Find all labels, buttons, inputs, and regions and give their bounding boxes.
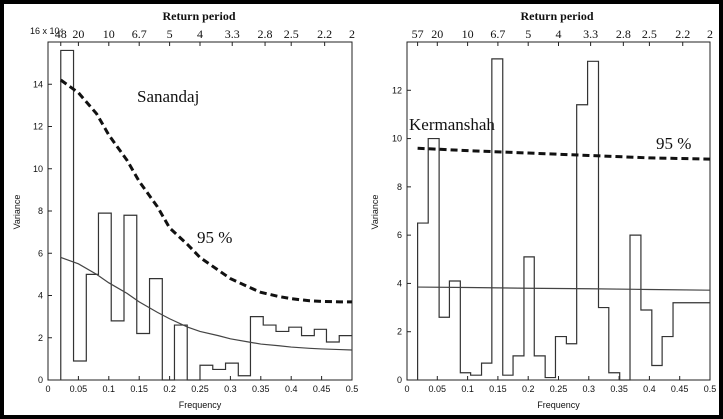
spectral-charts: 0 0.05 0.1 0.15 0.2 0.25 0.3 0.35 0.4 0.45 0.50246… <box>12 9 717 410</box>
x-tick-label: 0.2 <box>522 384 535 394</box>
figure: 0 0.05 0.1 0.15 0.2 0.25 0.3 0.35 0.4 0.45 0.5 0 2 4 6… <box>4 4 719 415</box>
top-tick-label: 3.3 <box>583 27 598 41</box>
x-tick-label: 0 <box>404 384 409 394</box>
x-tick-label: 0.15 <box>489 384 507 394</box>
y-axis-label: Variance <box>370 195 380 230</box>
x-tick-label: 0.35 <box>610 384 628 394</box>
top-tick-label: 4 <box>556 27 562 41</box>
y-tick-label: 8 <box>38 206 43 216</box>
top-tick-label: 48 <box>55 27 67 41</box>
top-tick-label: 2.8 <box>616 27 631 41</box>
y-axis-label: Variance <box>12 195 22 230</box>
top-tick-label: 2.5 <box>642 27 657 41</box>
x-tick-label: 0.4 <box>285 384 298 394</box>
chart-panel-2: 0 0.05 0.1 0.15 0.2 0.25 0.3 0.35 0.4 0.45 0.5 0 2 4 6… <box>370 9 717 410</box>
y-tick-label: 0 <box>38 375 43 385</box>
y-tick-label: 8 <box>397 182 402 192</box>
y-tick-label: 4 <box>397 278 402 288</box>
panel-label: Kermanshah <box>409 115 495 134</box>
top-tick-label: 10 <box>462 27 474 41</box>
top-tick-label: 20 <box>431 27 443 41</box>
x-tick-label: 0.05 <box>70 384 88 394</box>
top-tick-label: 3.3 <box>225 27 240 41</box>
x-tick-label: 0 <box>45 384 50 394</box>
top-axis-title: Return period <box>163 9 236 23</box>
x-tick-label: 0.05 <box>429 384 447 394</box>
top-tick-label: 5 <box>167 27 173 41</box>
y-tick-label: 12 <box>33 122 43 132</box>
plot-frame <box>47 41 353 381</box>
x-axis-label: Frequency <box>179 400 222 410</box>
y-tick-label: 2 <box>397 327 402 337</box>
top-tick-label: 57 <box>412 27 424 41</box>
confidence-label: 95 % <box>656 134 691 153</box>
top-tick-label: 20 <box>72 27 84 41</box>
y-tick-label: 4 <box>38 291 43 301</box>
top-tick-label: 6.7 <box>490 27 505 41</box>
y-scale-label: 16 x 10⁴ <box>30 26 64 36</box>
background-spectrum-line <box>417 286 711 291</box>
y-tick-label: 6 <box>38 248 43 258</box>
plot-frame <box>406 41 711 381</box>
x-tick-label: 0.45 <box>313 384 331 394</box>
y-tick-label: 14 <box>33 79 43 89</box>
y-tick-label: 12 <box>392 85 402 95</box>
x-tick-label: 0.3 <box>583 384 596 394</box>
y-tick-label: 2 <box>38 333 43 343</box>
y-tick-label: 0 <box>397 375 402 385</box>
x-tick-label: 0.15 <box>130 384 148 394</box>
top-tick-label: 2.5 <box>284 27 299 41</box>
spectrum-steps <box>60 49 352 381</box>
top-axis-title: Return period <box>521 9 594 23</box>
top-tick-label: 5 <box>525 27 531 41</box>
chart-panel-1: 0 0.05 0.1 0.15 0.2 0.25 0.3 0.35 0.4 0.45 0.5 0 2 4 6… <box>12 9 358 410</box>
top-tick-label: 2 <box>349 27 355 41</box>
y-tick-label: 10 <box>33 164 43 174</box>
top-tick-label: 2 <box>707 27 713 41</box>
x-tick-label: 0.25 <box>550 384 568 394</box>
x-tick-label: 0.5 <box>346 384 359 394</box>
x-tick-label: 0.35 <box>252 384 270 394</box>
x-tick-label: 0.25 <box>191 384 209 394</box>
y-tick-label: 6 <box>397 230 402 240</box>
top-tick-label: 2.2 <box>317 27 332 41</box>
confidence-95-line <box>417 146 711 161</box>
top-tick-label: 6.7 <box>132 27 147 41</box>
x-axis-label: Frequency <box>537 400 580 410</box>
top-tick-label: 4 <box>197 27 203 41</box>
top-tick-label: 10 <box>103 27 115 41</box>
spectrum-steps <box>417 58 710 381</box>
top-tick-label: 2.8 <box>258 27 273 41</box>
x-tick-label: 0.4 <box>643 384 656 394</box>
x-tick-label: 0.1 <box>461 384 474 394</box>
x-tick-label: 0.1 <box>103 384 116 394</box>
y-tick-label: 10 <box>392 134 402 144</box>
x-tick-label: 0.45 <box>671 384 689 394</box>
x-tick-label: 0.5 <box>704 384 717 394</box>
confidence-95-line <box>59 78 352 304</box>
background-spectrum-line <box>60 256 353 351</box>
panel-label: Sanandaj <box>137 87 199 106</box>
confidence-label: 95 % <box>197 228 232 247</box>
x-tick-label: 0.3 <box>224 384 237 394</box>
x-tick-label: 0.2 <box>163 384 176 394</box>
top-tick-label: 2.2 <box>675 27 690 41</box>
